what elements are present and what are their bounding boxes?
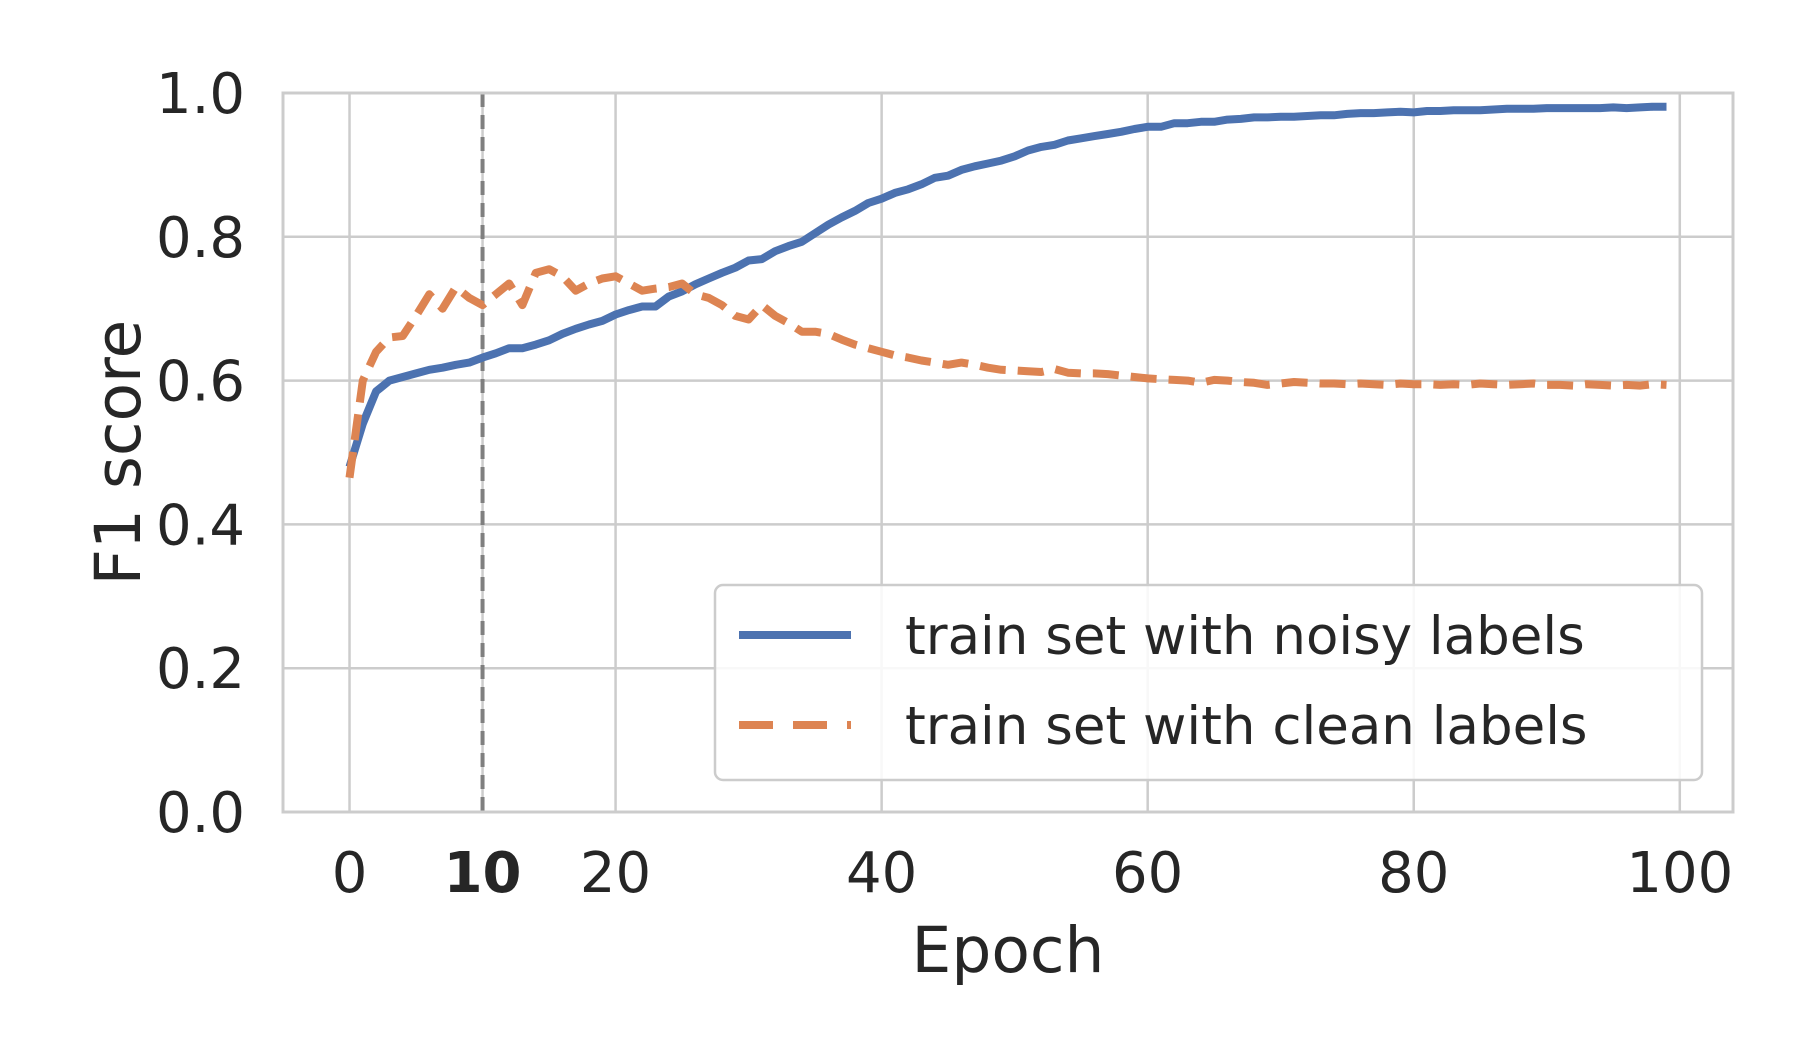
- y-tick-label: 0.4: [156, 493, 245, 558]
- legend-label-clean: train set with clean labels: [905, 696, 1588, 757]
- y-tick-label: 0.8: [156, 206, 245, 271]
- series-layer: [345, 102, 1667, 479]
- x-tick-label: 100: [1626, 841, 1733, 906]
- series-line-clean: [345, 265, 1667, 479]
- y-axis-ticks: 0.0 0.2 0.4 0.6 0.8 1.0: [156, 62, 245, 846]
- x-tick-label: 40: [846, 841, 917, 906]
- x-tick-label: 10: [444, 841, 522, 906]
- legend: train set with noisy labels train set wi…: [713, 583, 1704, 782]
- legend-label-noisy: train set with noisy labels: [905, 606, 1585, 667]
- x-tick-label: 80: [1378, 841, 1449, 906]
- x-tick-label: 0: [332, 841, 368, 906]
- x-tick-label: 20: [580, 841, 651, 906]
- x-tick-label: 60: [1112, 841, 1183, 906]
- y-tick-label: 0.2: [156, 637, 245, 702]
- x-axis-ticks: 0 10 20 40 60 80 100: [332, 841, 1734, 906]
- legend-box: [713, 583, 1704, 782]
- y-tick-label: 1.0: [156, 62, 245, 127]
- x-axis-label: Epoch: [912, 914, 1105, 987]
- plot-frame: [281, 91, 1735, 814]
- y-axis-label: F1 score: [82, 320, 155, 586]
- series-line-noisy: [345, 102, 1667, 469]
- y-tick-label: 0.6: [156, 350, 245, 415]
- y-tick-label: 0.0: [156, 781, 245, 846]
